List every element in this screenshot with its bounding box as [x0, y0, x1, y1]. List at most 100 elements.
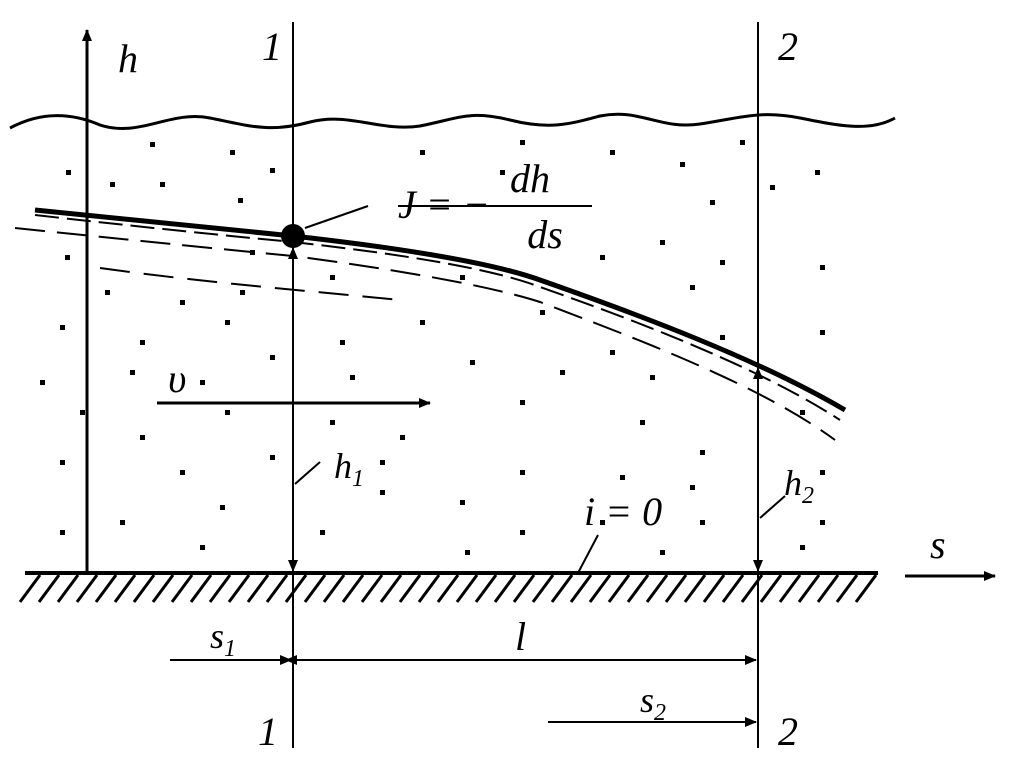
dot: [160, 182, 165, 187]
dot: [660, 550, 665, 555]
soil-dots: [40, 140, 825, 555]
hatch-line: [436, 574, 460, 603]
hatch-line: [417, 574, 441, 603]
dot: [690, 485, 695, 490]
dot: [600, 520, 605, 525]
dot: [815, 170, 820, 175]
dot: [600, 255, 605, 260]
leader-line: [577, 534, 599, 574]
hatch-line: [341, 574, 365, 603]
hatch-line: [360, 574, 384, 603]
slope-label: i = 0: [584, 489, 662, 534]
dot: [420, 150, 425, 155]
s-axis-label: s: [930, 522, 946, 567]
hatch-line: [702, 574, 726, 603]
hatch-line: [854, 574, 878, 603]
dot: [640, 420, 645, 425]
depression-curve: [34, 207, 847, 413]
hatch-line: [626, 574, 650, 603]
hatch-line: [531, 574, 555, 603]
s2-base: s: [640, 680, 654, 720]
dot: [420, 320, 425, 325]
h-axis-label: h: [118, 36, 138, 81]
hatch-line: [569, 574, 593, 603]
dot: [105, 290, 110, 295]
h1-sub: 1: [352, 466, 364, 492]
dot: [770, 185, 775, 190]
hatch-line: [816, 574, 840, 603]
point: [281, 224, 305, 248]
dot: [520, 470, 525, 475]
hatch-line: [835, 574, 859, 603]
dot: [240, 290, 245, 295]
dot: [200, 545, 205, 550]
hatch-line: [664, 574, 688, 603]
dot: [225, 320, 230, 325]
dot: [560, 370, 565, 375]
hatch-line: [645, 574, 669, 603]
hatch-line: [588, 574, 612, 603]
dot: [120, 520, 125, 525]
h1-label: h1: [334, 446, 364, 492]
s1-sub: 1: [224, 636, 236, 662]
hatch-line: [379, 574, 403, 603]
dot: [520, 400, 525, 405]
velocity-label: υ: [168, 356, 186, 401]
dot: [740, 140, 745, 145]
hatch-line: [113, 574, 137, 603]
dot: [820, 520, 825, 525]
dot: [540, 310, 545, 315]
dot: [66, 170, 71, 175]
dot: [320, 530, 325, 535]
dot: [690, 285, 695, 290]
dot: [60, 460, 65, 465]
dot: [800, 410, 805, 415]
dot: [720, 335, 725, 340]
dashed-curve: [34, 214, 841, 421]
dot: [80, 410, 85, 415]
dot: [650, 375, 655, 380]
hatch-line: [607, 574, 631, 603]
dot: [800, 545, 805, 550]
section-label: 1: [258, 709, 278, 754]
dot: [110, 182, 115, 187]
hatch-line: [265, 574, 289, 603]
dot: [820, 470, 825, 475]
dot: [500, 170, 505, 175]
dot: [330, 275, 335, 280]
dot: [65, 255, 70, 260]
hatch-line: [721, 574, 745, 603]
hatch-line: [56, 574, 80, 603]
gradient-numerator: dh: [510, 156, 550, 201]
hatch-line: [512, 574, 536, 603]
hatch-line: [778, 574, 802, 603]
dot: [620, 475, 625, 480]
hatch-line: [132, 574, 156, 603]
dot: [400, 435, 405, 440]
dot: [470, 360, 475, 365]
section-label: 2: [778, 24, 798, 69]
length-label: l: [515, 614, 526, 659]
dot: [140, 435, 145, 440]
dot: [180, 470, 185, 475]
section-label: 1: [262, 24, 282, 69]
leader-line: [294, 461, 321, 485]
hatch-line: [189, 574, 213, 603]
s1-base: s: [210, 616, 224, 656]
dot: [60, 325, 65, 330]
dot: [230, 150, 235, 155]
dot: [220, 505, 225, 510]
dot: [270, 168, 275, 173]
dot: [610, 150, 615, 155]
s1-label: s1: [210, 616, 236, 662]
gradient-lhs: J = −: [398, 182, 490, 227]
dot: [200, 380, 205, 385]
h2-label: h2: [784, 463, 814, 509]
hatch-line: [37, 574, 61, 603]
leader-line: [304, 205, 369, 229]
dot: [380, 460, 385, 465]
dot: [460, 500, 465, 505]
hatch-line: [75, 574, 99, 603]
dot: [660, 240, 665, 245]
